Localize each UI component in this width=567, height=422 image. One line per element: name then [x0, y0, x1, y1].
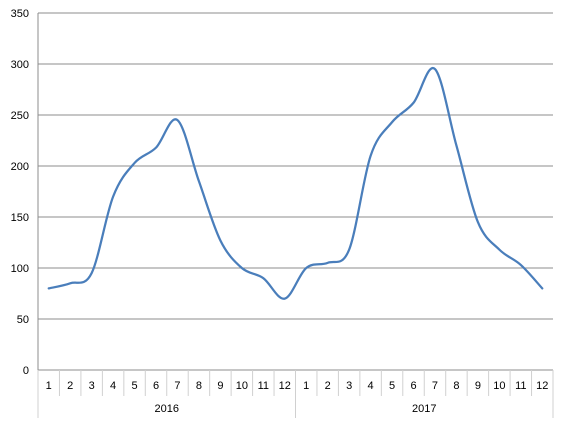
x-tick-label: 7	[432, 380, 438, 392]
x-group-label: 2016	[155, 403, 179, 415]
x-tick-label: 4	[110, 380, 116, 392]
y-tick-labels: 0 50 100 150 200 250 300 350	[11, 8, 29, 377]
x-tick-labels: 1 2 3 4 5 6 7 8 9 10 11 12 1 2 3 4 5 6 7 8 9 10 11 12	[46, 380, 549, 392]
x-tick-label: 7	[174, 380, 180, 392]
x-tick-label: 6	[410, 380, 416, 392]
y-tick-label: 250	[11, 110, 29, 122]
x-tick-label: 6	[153, 380, 159, 392]
x-tick-label: 2	[325, 380, 331, 392]
y-tick-label: 0	[23, 365, 29, 377]
x-tick-label: 5	[389, 380, 395, 392]
y-tick-label: 50	[17, 314, 29, 326]
x-tick-label: 1	[46, 380, 52, 392]
x-tick-label: 12	[536, 380, 548, 392]
x-tick-label: 10	[236, 380, 248, 392]
y-tick-label: 300	[11, 59, 29, 71]
x-tick-label: 3	[89, 380, 95, 392]
x-tick-label: 11	[515, 380, 526, 392]
x-group-label: 2017	[412, 403, 436, 415]
x-tick-label: 8	[196, 380, 202, 392]
x-tick-label: 4	[368, 380, 374, 392]
y-tick-label: 350	[11, 8, 29, 20]
x-tick-label: 11	[258, 380, 269, 392]
y-tick-label: 100	[11, 263, 29, 275]
series-layer	[47, 67, 544, 300]
gridlines	[38, 12, 553, 320]
x-tick-label: 1	[303, 380, 309, 392]
y-tick-label: 150	[11, 212, 29, 224]
axes	[37, 13, 554, 418]
x-tick-label: 8	[453, 380, 459, 392]
x-tick-label: 12	[279, 380, 291, 392]
x-tick-label: 2	[67, 380, 73, 392]
x-tick-label: 3	[346, 380, 352, 392]
y-tick-label: 200	[11, 161, 29, 173]
x-tick-label: 9	[217, 380, 223, 392]
x-tick-label: 5	[132, 380, 138, 392]
x-group-labels: 2016 2017	[155, 403, 437, 415]
x-tick-label: 9	[475, 380, 481, 392]
x-tick-label: 10	[493, 380, 505, 392]
series-line	[47, 67, 544, 300]
